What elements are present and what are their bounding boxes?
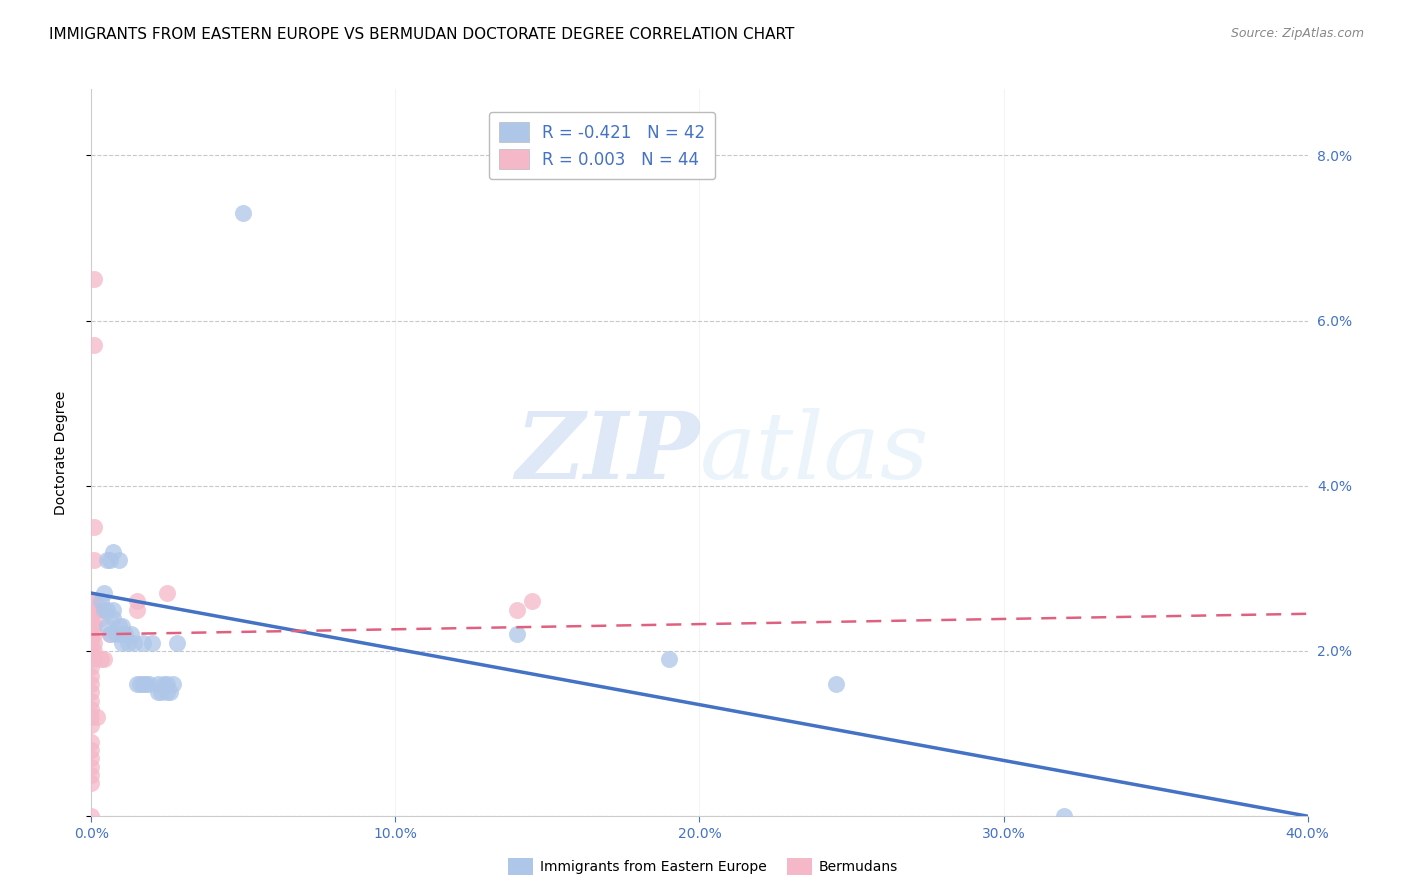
Point: [80, 685, 103, 699]
Point: [86, 602, 108, 616]
Text: ZIP: ZIP: [515, 408, 699, 498]
Point: [658, 652, 681, 666]
Point: [80, 743, 103, 757]
Point: [125, 594, 148, 608]
Legend: Immigrants from Eastern Europe, Bermudans: Immigrants from Eastern Europe, Bermudan…: [502, 853, 904, 880]
Point: [156, 685, 179, 699]
Point: [86, 710, 108, 724]
Point: [80, 660, 103, 674]
Point: [80, 677, 103, 691]
Point: [117, 636, 139, 650]
Point: [101, 545, 124, 559]
Point: [111, 619, 134, 633]
Point: [83, 594, 105, 608]
Point: [120, 627, 142, 641]
Point: [156, 677, 179, 691]
Point: [232, 206, 254, 220]
Point: [159, 685, 181, 699]
Point: [80, 702, 103, 716]
Point: [80, 636, 103, 650]
Point: [80, 693, 103, 707]
Point: [156, 586, 179, 600]
Point: [132, 636, 155, 650]
Point: [114, 627, 136, 641]
Text: IMMIGRANTS FROM EASTERN EUROPE VS BERMUDAN DOCTORATE DEGREE CORRELATION CHART: IMMIGRANTS FROM EASTERN EUROPE VS BERMUD…: [49, 27, 794, 42]
Point: [89, 594, 111, 608]
Point: [825, 677, 848, 691]
Point: [93, 586, 115, 600]
Point: [111, 627, 134, 641]
Point: [80, 751, 103, 765]
Point: [80, 809, 103, 823]
Point: [101, 611, 124, 625]
Point: [83, 553, 105, 567]
Point: [148, 677, 170, 691]
Point: [83, 520, 105, 534]
Point: [125, 602, 148, 616]
Point: [89, 611, 111, 625]
Point: [80, 669, 103, 683]
Point: [83, 619, 105, 633]
Point: [98, 627, 121, 641]
Point: [96, 553, 118, 567]
Point: [83, 652, 105, 666]
Point: [132, 677, 155, 691]
Point: [83, 272, 105, 286]
Point: [101, 602, 124, 616]
Point: [141, 636, 163, 650]
Point: [80, 602, 103, 616]
Point: [80, 644, 103, 658]
Point: [162, 677, 184, 691]
Point: [148, 685, 170, 699]
Point: [80, 710, 103, 724]
Point: [80, 718, 103, 732]
Point: [83, 627, 105, 641]
Point: [89, 652, 111, 666]
Point: [522, 594, 544, 608]
Point: [96, 619, 118, 633]
Point: [93, 652, 115, 666]
Point: [80, 594, 103, 608]
Point: [1053, 809, 1076, 823]
Point: [166, 636, 188, 650]
Point: [83, 644, 105, 658]
Point: [80, 619, 103, 633]
Point: [506, 602, 529, 616]
Point: [107, 553, 129, 567]
Point: [506, 627, 529, 641]
Point: [125, 677, 148, 691]
Point: [135, 677, 157, 691]
Point: [83, 338, 105, 352]
Point: [80, 776, 103, 790]
Point: [80, 627, 103, 641]
Point: [107, 619, 129, 633]
Point: [80, 735, 103, 749]
Text: atlas: atlas: [699, 408, 929, 498]
Point: [98, 553, 121, 567]
Point: [111, 636, 134, 650]
Text: Source: ZipAtlas.com: Source: ZipAtlas.com: [1230, 27, 1364, 40]
Y-axis label: Doctorate Degree: Doctorate Degree: [53, 391, 67, 515]
Point: [138, 677, 160, 691]
Point: [104, 627, 127, 641]
Point: [80, 611, 103, 625]
Point: [93, 602, 115, 616]
Legend: R = -0.421   N = 42, R = 0.003   N = 44: R = -0.421 N = 42, R = 0.003 N = 44: [489, 112, 716, 179]
Point: [153, 677, 176, 691]
Point: [83, 602, 105, 616]
Point: [98, 627, 121, 641]
Point: [122, 636, 145, 650]
Point: [129, 677, 152, 691]
Point: [150, 685, 173, 699]
Point: [96, 602, 118, 616]
Point: [80, 759, 103, 773]
Point: [80, 768, 103, 782]
Point: [83, 636, 105, 650]
